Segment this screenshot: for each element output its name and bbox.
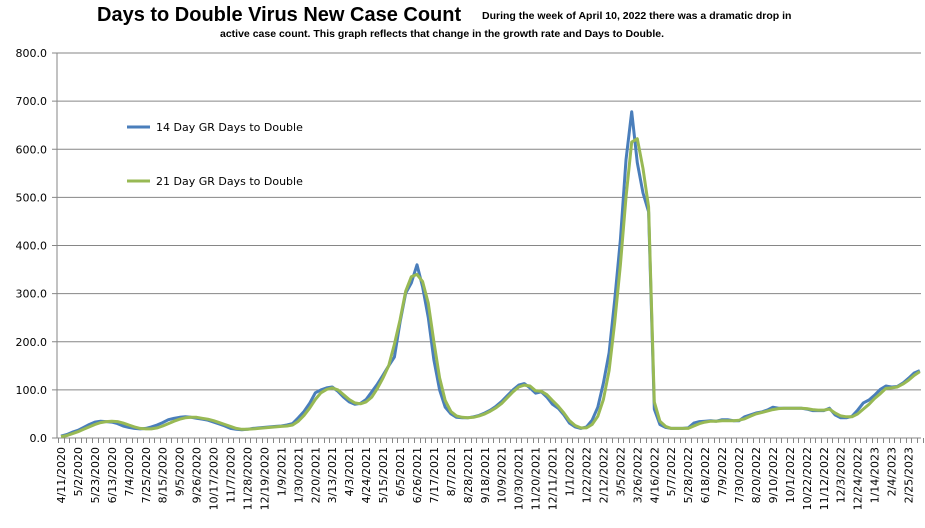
x-tick-label: 4/3/2021: [343, 447, 356, 496]
x-tick-label: 11/12/2022: [818, 447, 831, 510]
x-tick-label: 12/11/2021: [547, 447, 560, 510]
chart-subtitle-line1: During the week of April 10, 2022 there …: [482, 10, 791, 22]
x-tick-label: 6/26/2021: [411, 447, 424, 503]
y-tick-label: 100.0: [16, 384, 48, 397]
y-tick-label: 600.0: [16, 143, 48, 156]
legend-label-14-day: 14 Day GR Days to Double: [156, 121, 303, 134]
gridlines: [52, 52, 921, 439]
legend: 14 Day GR Days to Double 21 Day GR Days …: [127, 121, 303, 188]
x-tick-label: 4/11/2020: [55, 447, 68, 503]
x-tick-label: 7/25/2020: [140, 447, 153, 503]
y-tick-label: 500.0: [16, 191, 48, 204]
x-tick-label: 12/19/2020: [258, 447, 271, 510]
y-tick-label: 0.0: [30, 432, 48, 445]
series-line-21-day: [60, 137, 921, 439]
x-tick-label: 8/28/2021: [462, 447, 475, 503]
x-tick-label: 7/17/2021: [428, 447, 441, 503]
x-tick-label: 6/18/2022: [699, 447, 712, 503]
x-tick-label: 3/5/2022: [614, 447, 627, 496]
x-tick-label: 5/28/2022: [682, 447, 695, 503]
x-tick-label: 4/16/2022: [648, 447, 661, 503]
x-tick-label: 6/5/2021: [394, 447, 407, 496]
y-tick-label: 200.0: [16, 336, 48, 349]
x-tick-label: 1/22/2022: [580, 447, 593, 503]
x-tick-label: 8/20/2022: [750, 447, 763, 503]
legend-label-21-day: 21 Day GR Days to Double: [156, 175, 303, 188]
x-tick-label: 1/14/2023: [869, 447, 882, 503]
x-tick-label: 1/30/2021: [292, 447, 305, 503]
x-tick-label: 2/25/2023: [903, 447, 916, 503]
x-tick-label: 7/4/2020: [123, 447, 136, 496]
x-tick-label: 10/17/2020: [208, 447, 221, 510]
y-tick-label: 400.0: [16, 240, 48, 253]
y-axis: 0.0 100.0 200.0 300.0 400.0 500.0 600.0 700.0 80…: [16, 47, 58, 445]
x-tick-label: 12/3/2022: [835, 447, 848, 503]
x-tick-label: 8/7/2021: [445, 447, 458, 496]
x-tick-label: 5/2/2020: [72, 447, 85, 496]
series-lines: [60, 110, 921, 439]
x-tick-label: 7/30/2022: [733, 447, 746, 503]
x-tick-label: 9/18/2021: [479, 447, 492, 503]
x-tick-label: 6/13/2020: [106, 447, 119, 503]
x-tick-label: 9/5/2020: [174, 447, 187, 496]
x-tick-label: 1/1/2022: [564, 447, 577, 496]
x-tick-label: 5/7/2022: [665, 447, 678, 496]
y-tick-label: 700.0: [16, 95, 48, 108]
x-tick-label: 11/28/2020: [241, 447, 254, 510]
x-tick-label: 9/10/2022: [767, 447, 780, 503]
series-line-14-day: [60, 110, 921, 438]
x-tick-label: 11/7/2020: [225, 447, 238, 503]
x-tick-label: 2/12/2022: [597, 447, 610, 503]
x-tick-label: 11/20/2021: [530, 447, 543, 510]
x-tick-label: 12/24/2022: [852, 447, 865, 510]
x-tick-label: 3/26/2022: [631, 447, 644, 503]
y-tick-label: 300.0: [16, 288, 48, 301]
x-tick-label: 9/26/2020: [191, 447, 204, 503]
x-tick-label: 10/9/2021: [496, 447, 509, 503]
x-tick-label: 4/24/2021: [360, 447, 373, 503]
chart-title: Days to Double Virus New Case Count: [97, 4, 461, 26]
x-tick-label: 2/4/2023: [886, 447, 899, 496]
y-tick-label: 800.0: [16, 47, 48, 60]
x-tick-label: 8/15/2020: [157, 447, 170, 503]
x-tick-label: 5/15/2021: [377, 447, 390, 503]
x-tick-label: 7/9/2022: [716, 447, 729, 496]
x-tick-label: 2/20/2021: [309, 447, 322, 503]
x-tick-label: 3/13/2021: [326, 447, 339, 503]
chart-subtitle-line2: active case count. This graph reflects t…: [220, 28, 664, 40]
x-axis: 4/11/2020 5/2/2020 5/23/2020 6/13/2020 7/4/2…: [55, 438, 924, 510]
x-tick-label: 5/23/2020: [89, 447, 102, 503]
x-tick-label: 10/30/2021: [513, 447, 526, 510]
x-tick-label: 1/9/2021: [275, 447, 288, 496]
x-tick-label: 10/22/2022: [801, 447, 814, 510]
x-tick-label: 10/1/2022: [784, 447, 797, 503]
